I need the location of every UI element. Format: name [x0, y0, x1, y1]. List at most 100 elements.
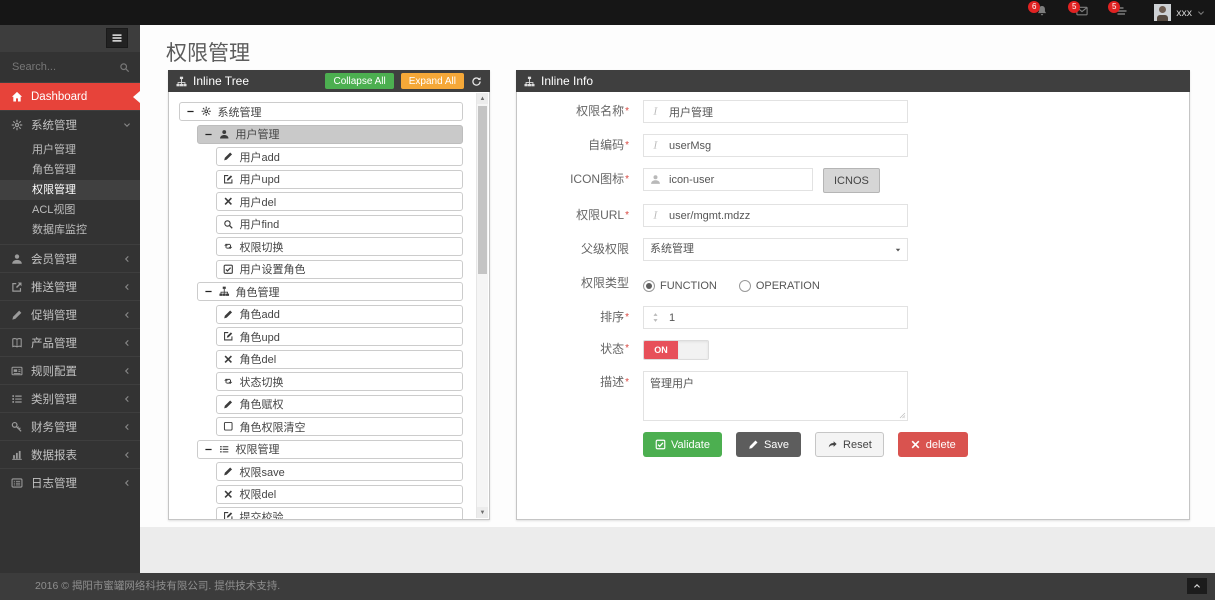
collapse-toggle-icon[interactable] [186, 107, 195, 116]
tree-leaf-node[interactable]: 角色del [216, 349, 463, 369]
tree-leaf-node[interactable]: 权限save [216, 462, 463, 481]
sidebar-top [0, 25, 140, 52]
sidebar-item[interactable]: 财务管理 [0, 412, 140, 440]
sidebar-subitem[interactable]: 权限管理 [0, 180, 140, 200]
field-label: 描述* [600, 375, 629, 389]
notification-badge: 6 [1028, 1, 1041, 13]
radio-function[interactable]: FUNCTION [643, 279, 717, 292]
tree-leaf-node[interactable]: 状态切换 [216, 372, 463, 391]
tree-leaf-node[interactable]: 角色赋权 [216, 394, 463, 414]
tree-leaf-node[interactable]: 权限del [216, 484, 463, 504]
search-input[interactable] [10, 60, 113, 74]
scrollbar-down-arrow[interactable]: ▼ [477, 507, 488, 518]
sidebar-submenu: 用户管理角色管理权限管理 ACL视图数据库监控 [0, 138, 140, 244]
icnos-button[interactable]: ICNOS [823, 168, 880, 193]
tree-branch-node[interactable]: 角色管理 [197, 282, 463, 301]
sidebar-item[interactable]: 系统管理 [0, 110, 140, 138]
tree-leaf-node[interactable]: 角色权限清空 [216, 417, 463, 436]
gear-icon [10, 119, 23, 131]
sidebar-item[interactable]: Dashboard [0, 83, 140, 110]
tree-leaf-node[interactable]: 用户del [216, 192, 463, 211]
inline-info-header: Inline Info [516, 70, 1190, 92]
sidebar-item[interactable]: 会员管理 [0, 244, 140, 272]
tree-leaf-node[interactable]: 提交校验 [216, 507, 463, 519]
save-button[interactable]: Save [735, 432, 802, 457]
svg-text:I: I [653, 141, 658, 151]
radio-operation[interactable]: OPERATION [738, 279, 820, 292]
resize-handle-icon[interactable] [898, 411, 906, 419]
chevron-left-icon [123, 451, 131, 459]
sidebar-subitem[interactable]: 数据库监控 [32, 224, 87, 236]
sidebar-subitem[interactable]: 用户管理 [32, 144, 76, 156]
scrollbar-up-arrow[interactable]: ▲ [477, 93, 488, 104]
sitemap-icon [219, 286, 230, 297]
validate-button[interactable]: Validate [643, 432, 722, 457]
newspaper-icon [10, 365, 23, 377]
tree-scrollbar[interactable]: ▲ ▼ [476, 93, 488, 518]
notification-item[interactable]: 5 [1068, 1, 1092, 22]
permission-name-input[interactable] [667, 104, 901, 119]
parent-permission-select[interactable]: 系统管理 [643, 238, 908, 261]
sidebar-item[interactable]: 推送管理 [0, 272, 140, 300]
tree-node-label: 角色管理 [235, 286, 280, 299]
status-toggle[interactable]: ON [643, 340, 709, 360]
tree-leaf-node[interactable]: 用户add [216, 147, 463, 166]
code-inputbox: I [643, 134, 908, 157]
sidebar-subitem[interactable]: 角色管理 [32, 164, 76, 176]
page-title: 权限管理 [166, 42, 250, 65]
tree-node-label: 用户find [239, 219, 280, 231]
url-input[interactable] [667, 208, 901, 223]
collapse-toggle-icon[interactable] [204, 130, 213, 139]
sidebar-item[interactable]: 产品管理 [0, 328, 140, 356]
collapse-toggle-icon[interactable] [204, 287, 213, 296]
sidebar-item[interactable]: 促销管理 [0, 300, 140, 328]
collapse-toggle-icon[interactable] [204, 445, 213, 454]
search-icon[interactable] [119, 62, 130, 73]
tree-branch-node[interactable]: 系统管理 [179, 102, 463, 121]
field-row-type: 权限类型 FUNCTION OPERATION [517, 272, 1189, 295]
user-icon [10, 253, 23, 265]
tree-branch-node[interactable]: 用户管理 [197, 124, 463, 144]
tree-node-label: 系统管理 [217, 106, 262, 119]
sidebar-item[interactable]: 数据报表 [0, 440, 140, 468]
user-menu[interactable]: xxx [1148, 4, 1205, 21]
tree-leaf-node[interactable]: 用户upd [216, 169, 463, 189]
reset-button[interactable]: Reset [815, 432, 884, 457]
sidebar-toggle-button[interactable] [106, 28, 128, 48]
svg-text:I: I [653, 107, 658, 117]
user-name: xxx [1176, 6, 1192, 19]
tree-leaf-node[interactable]: 用户设置角色 [216, 259, 463, 279]
sort-inputbox [643, 306, 908, 329]
tree-leaf-node[interactable]: 角色upd [216, 327, 463, 346]
sort-icon [650, 312, 661, 323]
code-input[interactable] [667, 138, 901, 153]
notification-item[interactable]: 5 [1108, 1, 1132, 22]
delete-button[interactable]: delete [897, 432, 968, 457]
collapse-all-button[interactable]: Collapse All [325, 73, 394, 89]
field-label: 权限类型 [580, 276, 629, 290]
sidebar-subitem[interactable]: ACL视图 [32, 204, 76, 216]
tree-node-label: 提交校验 [239, 511, 284, 520]
tree-branch-node[interactable]: 权限管理 [197, 439, 463, 459]
notification-item[interactable]: 6 [1028, 1, 1052, 22]
chevron-down-icon [123, 121, 131, 129]
scroll-to-top-button[interactable] [1187, 578, 1207, 594]
topbar: 6 5 5 xxx [0, 0, 1215, 25]
sidebar-item[interactable]: 规则配置 [0, 356, 140, 384]
copyright-text: 2016 © 揭阳市蜜罐网络科技有限公司. 提供技术支持. [35, 580, 281, 592]
sidebar-item[interactable]: 类别管理 [0, 384, 140, 412]
sort-input[interactable] [667, 310, 901, 325]
tree-leaf-node[interactable]: 用户find [216, 214, 463, 234]
tree-leaf-node[interactable]: 角色add [216, 304, 463, 324]
refresh-icon[interactable] [471, 76, 482, 87]
sidebar-item[interactable]: 日志管理 [0, 468, 140, 496]
permission-name-inputbox: I [643, 100, 908, 123]
tree-leaf-node[interactable]: 权限切换 [216, 237, 463, 256]
tree-node-label: 用户del [239, 196, 277, 209]
gear-icon [201, 106, 212, 117]
expand-all-button[interactable]: Expand All [400, 73, 464, 89]
description-textarea[interactable]: 管理用户 [643, 371, 908, 421]
field-row-name: 权限名称* I [517, 100, 1189, 123]
scrollbar-thumb[interactable] [478, 106, 487, 274]
icon-input[interactable] [667, 172, 806, 187]
